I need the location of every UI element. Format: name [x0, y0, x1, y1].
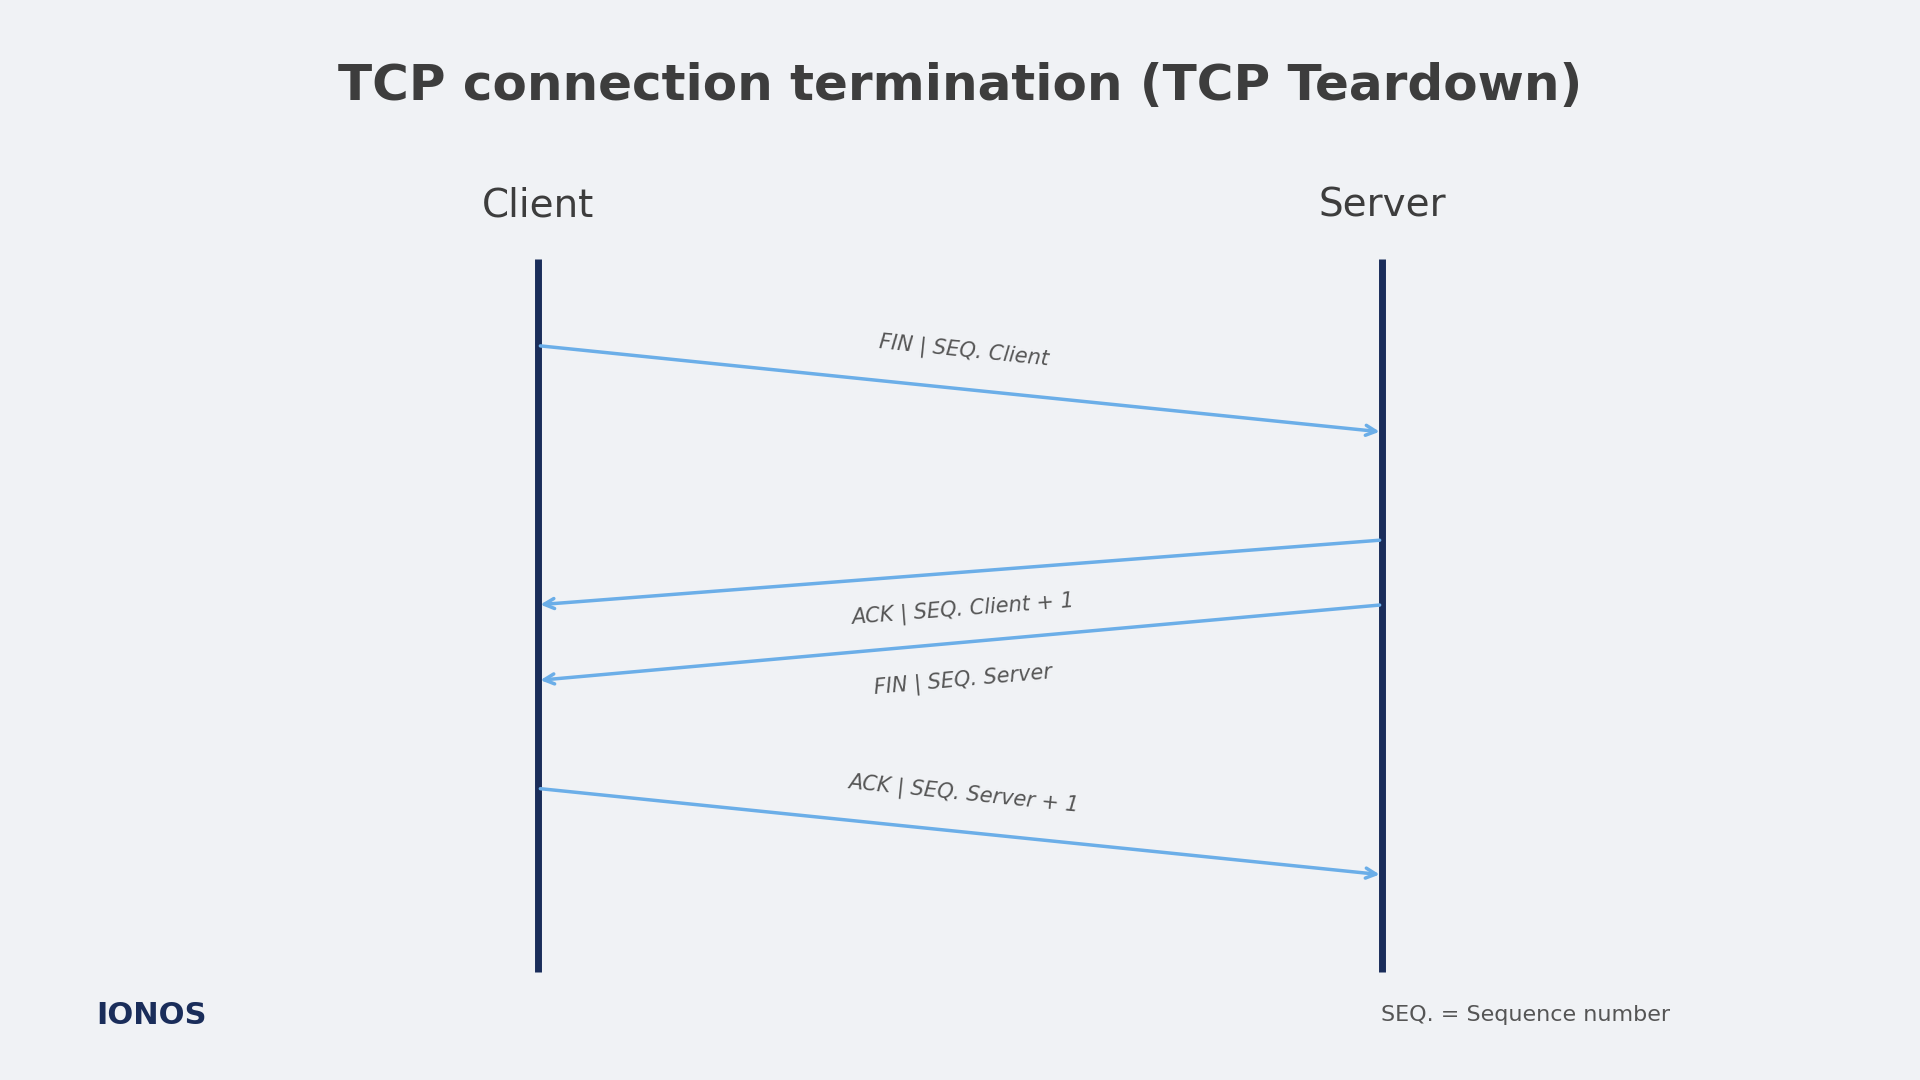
Text: SEQ. = Sequence number: SEQ. = Sequence number [1380, 1005, 1670, 1025]
Text: ACK | SEQ. Client + 1: ACK | SEQ. Client + 1 [851, 591, 1075, 630]
Text: FIN | SEQ. Client: FIN | SEQ. Client [877, 332, 1050, 370]
Text: IONOS: IONOS [96, 1001, 207, 1029]
Text: Client: Client [482, 186, 593, 225]
Text: ACK | SEQ. Server + 1: ACK | SEQ. Server + 1 [847, 771, 1081, 816]
Text: FIN | SEQ. Server: FIN | SEQ. Server [874, 662, 1054, 699]
Text: TCP connection termination (TCP Teardown): TCP connection termination (TCP Teardown… [338, 63, 1582, 110]
Text: Server: Server [1319, 186, 1446, 225]
